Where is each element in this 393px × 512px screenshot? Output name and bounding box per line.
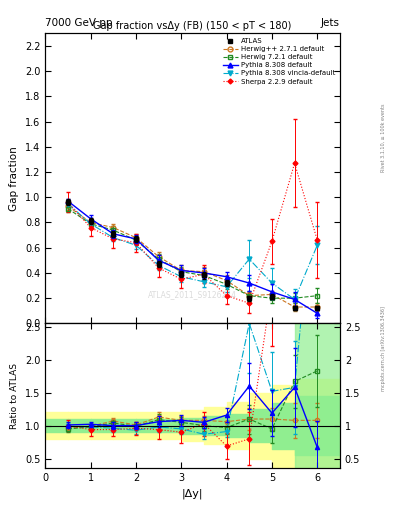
Text: 7000 GeV pp: 7000 GeV pp <box>45 18 113 28</box>
Text: mcplots.cern.ch [arXiv:1306.3436]: mcplots.cern.ch [arXiv:1306.3436] <box>381 306 386 391</box>
X-axis label: |Δy|: |Δy| <box>182 489 203 499</box>
Legend: ATLAS, Herwig++ 2.7.1 default, Herwig 7.2.1 default, Pythia 8.308 default, Pythi: ATLAS, Herwig++ 2.7.1 default, Herwig 7.… <box>220 35 338 88</box>
Text: ATLAS_2011_S9126244: ATLAS_2011_S9126244 <box>148 290 237 299</box>
Y-axis label: Ratio to ATLAS: Ratio to ATLAS <box>10 363 19 429</box>
Y-axis label: Gap fraction: Gap fraction <box>9 146 19 211</box>
Text: Jets: Jets <box>321 18 340 28</box>
Text: Rivet 3.1.10, ≥ 100k events: Rivet 3.1.10, ≥ 100k events <box>381 104 386 173</box>
Title: Gap fraction vsΔy (FB) (150 < pT < 180): Gap fraction vsΔy (FB) (150 < pT < 180) <box>94 21 292 31</box>
